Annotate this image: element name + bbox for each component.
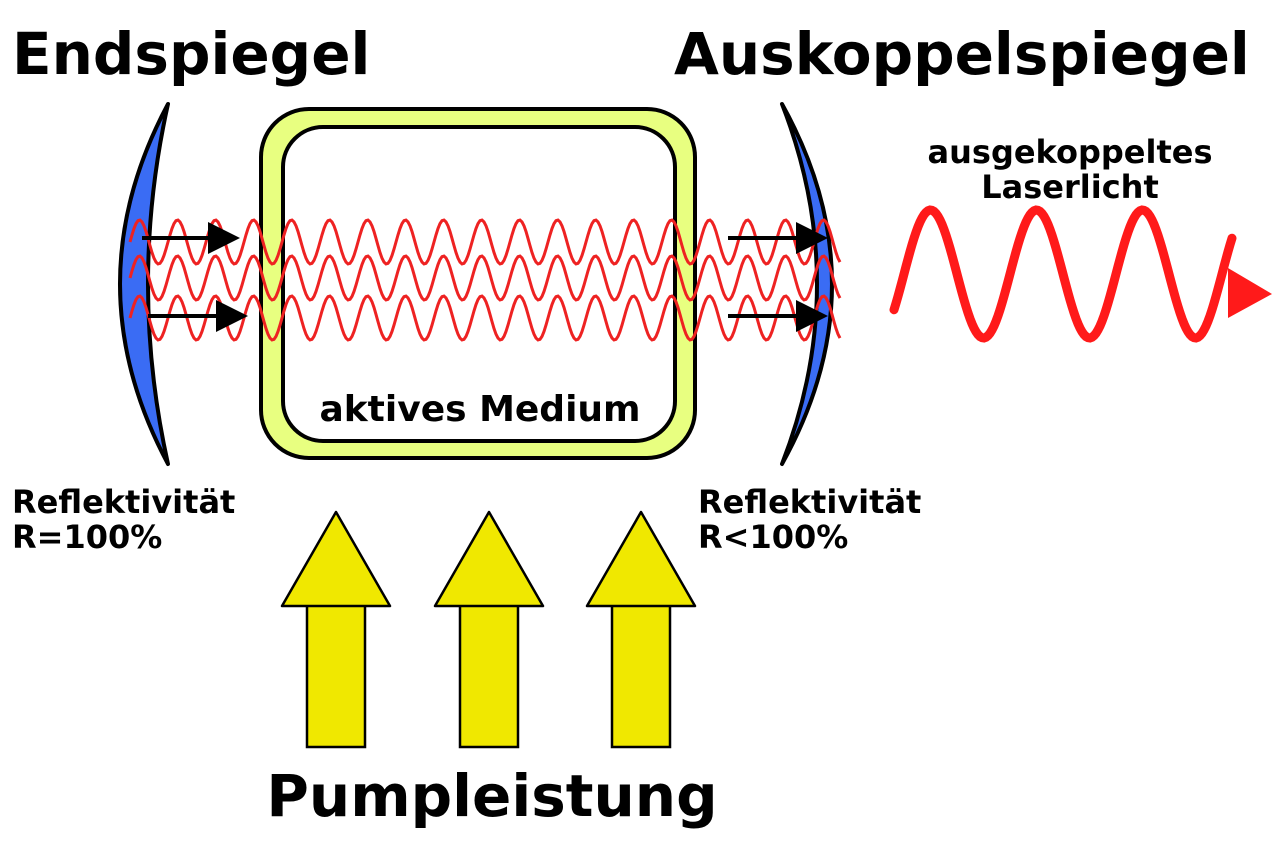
pump-power-label: Pumpleistung xyxy=(266,762,717,830)
output-laser-wave xyxy=(889,205,1237,343)
output-light-label-line1: ausgekoppeltes xyxy=(928,133,1213,171)
active-medium-label: aktives Medium xyxy=(319,389,640,430)
output-mirror xyxy=(780,102,834,466)
pump-arrow xyxy=(280,510,392,749)
wave-top xyxy=(128,218,842,266)
end-mirror xyxy=(118,102,170,466)
wave-bottom xyxy=(128,294,842,342)
end-mirror-title: Endspiegel xyxy=(12,20,370,88)
output-mirror-title: Auskoppelspiegel xyxy=(674,20,1250,88)
pump-arrow xyxy=(585,510,697,749)
output-reflectivity-label: Reflektivität xyxy=(698,483,921,521)
end-reflectivity-label: Reflektivität xyxy=(12,483,235,521)
end-reflectivity-value: R=100% xyxy=(12,518,162,556)
active-medium-inner xyxy=(281,125,677,443)
output-laser-arrowhead xyxy=(1228,268,1272,318)
output-light-label-line2: Laserlicht xyxy=(981,168,1159,206)
output-reflectivity-value: R<100% xyxy=(698,518,848,556)
intracavity-waves xyxy=(128,218,842,342)
pump-arrow xyxy=(433,510,545,749)
wave-middle xyxy=(128,254,842,302)
